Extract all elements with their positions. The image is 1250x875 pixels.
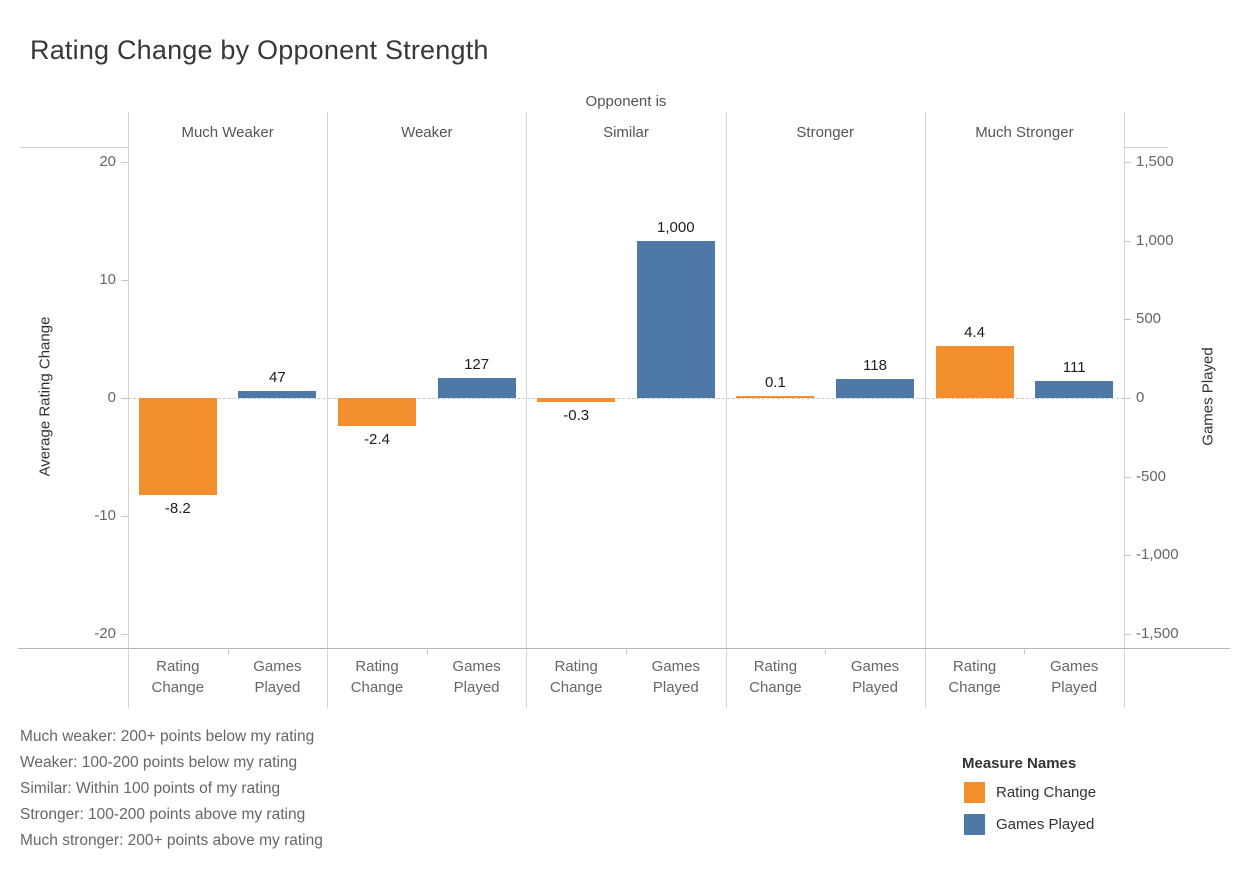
bar-value-label: 111 (1062, 358, 1086, 376)
x-tick-label-rating-change: Rating Change (151, 658, 205, 696)
bar-value-label: 127 (464, 356, 490, 374)
left-axis-tick-label: 10 (99, 271, 116, 289)
bar-value-label: -2.4 (364, 431, 390, 449)
bar-rating-change-much-stronger[interactable] (935, 346, 1014, 398)
x-tick-label-rating-change: Rating Change (549, 658, 603, 696)
legend-items: Rating Change Games Played (964, 782, 1162, 852)
left-axis-tickmark (121, 633, 128, 635)
footnote-line: Similar: Within 100 points of my rating (20, 780, 281, 797)
chart-title: Rating Change by Opponent Strength (30, 35, 489, 65)
left-axis-tickmark (121, 515, 128, 517)
footnote-line: Much weaker: 200+ points below my rating (20, 728, 315, 745)
bar-value-label: 4.4 (964, 324, 986, 342)
bottom-mid-tickmark (626, 648, 627, 654)
right-axis-tick-label: 1,500 (1136, 153, 1174, 171)
x-tick-label-games-played: Games Played (452, 658, 501, 696)
x-tick-label-rating-change: Rating Change (350, 658, 404, 696)
right-axis-tick-label: -1,500 (1136, 624, 1179, 642)
bottom-mid-tickmark (825, 648, 827, 654)
left-axis-tick-label: 0 (107, 389, 116, 406)
left-axis-tick-label: -10 (94, 506, 116, 524)
right-axis-tickmark (1124, 633, 1131, 635)
right-axis-tickmark (1124, 319, 1131, 321)
legend-swatch-icon (964, 782, 985, 803)
right-axis-tick-label: -1,000 (1136, 546, 1179, 564)
x-tick-label-games-played: Games Played (651, 658, 700, 696)
right-axis-tickmark (1124, 555, 1131, 557)
header-rule-left (20, 147, 128, 148)
right-axis-tickmark (1124, 240, 1131, 242)
header-rule-right (1124, 147, 1168, 148)
panel-header-much-stronger: Much Stronger (975, 124, 1074, 141)
right-axis-tick-label: 500 (1136, 310, 1162, 328)
bar-value-label: 47 (269, 368, 286, 386)
bar-value-label: 0.1 (764, 374, 786, 391)
right-axis-tickmark (1124, 476, 1131, 478)
bar-rating-change-weaker[interactable] (338, 398, 416, 427)
panel-header-stronger: Stronger (796, 124, 854, 141)
legend-item-games-played[interactable]: Games Played (964, 814, 1154, 836)
x-tick-label-games-played: Games Played (253, 658, 302, 696)
right-axis-tick-label: -500 (1136, 467, 1167, 485)
x-tick-label-games-played: Games Played (850, 658, 900, 696)
legend: Measure Names Rating Change Games Played (962, 755, 1162, 855)
right-axis-line (1124, 112, 1125, 708)
panel-header-similar: Similar (603, 124, 649, 141)
left-axis-line (128, 112, 129, 708)
bottom-mid-tickmark (1024, 648, 1026, 654)
right-axis-tickmark (1124, 398, 1131, 399)
legend-item-label: Games Played (996, 816, 1095, 833)
footnote-line: Much stronger: 200+ points above my rati… (20, 832, 323, 849)
panel-header-weaker: Weaker (401, 124, 453, 141)
bar-value-label: -0.3 (563, 406, 590, 424)
panel-divider (924, 112, 926, 708)
facet-header-label: Opponent is (585, 93, 667, 110)
left-axis-tick-label: -20 (94, 624, 116, 642)
right-axis-title: Games Played (1199, 347, 1217, 446)
bar-value-label: -8.2 (164, 499, 191, 517)
legend-item-rating-change[interactable]: Rating Change (964, 782, 1154, 804)
x-tick-label-rating-change: Rating Change (948, 658, 1001, 696)
bottom-mid-tickmark (227, 648, 229, 654)
zero-gridline (128, 398, 1124, 399)
bar-rating-change-stronger[interactable] (736, 396, 815, 398)
bar-games-played-stronger[interactable] (836, 379, 914, 398)
x-tick-label-rating-change: Rating Change (749, 658, 802, 696)
legend-swatch-icon (964, 814, 985, 835)
panel-header-much-weaker: Much Weaker (181, 124, 274, 141)
right-axis-tickmark (1124, 162, 1131, 164)
bar-rating-change-much-weaker[interactable] (138, 398, 217, 495)
left-axis-tick-label: 20 (99, 153, 116, 171)
footnotes-block: Much weaker: 200+ points below my rating… (20, 724, 323, 854)
bottom-mid-tickmark (426, 648, 428, 654)
footnote-line: Stronger: 100-200 points above my rating (20, 806, 306, 823)
panel-divider (327, 112, 329, 708)
left-axis-tickmark (121, 280, 128, 282)
right-axis-tick-label: 0 (1136, 389, 1145, 406)
bar-games-played-much-weaker[interactable] (238, 390, 317, 398)
bar-games-played-much-stronger[interactable] (1035, 380, 1114, 398)
left-axis-tickmark (121, 398, 128, 399)
bottom-axis-rule (18, 648, 1230, 649)
left-axis-tickmark (121, 162, 128, 164)
x-tick-label-games-played: Games Played (1050, 658, 1099, 696)
legend-item-label: Rating Change (996, 784, 1097, 801)
left-axis-title: Average Rating Change (36, 316, 54, 477)
panel-divider (725, 112, 727, 708)
legend-title: Measure Names (962, 755, 1077, 772)
bar-games-played-similar[interactable] (636, 240, 715, 398)
panel-divider (526, 112, 528, 708)
right-axis-tick-label: 1,000 (1136, 231, 1174, 249)
bar-rating-change-similar[interactable] (537, 398, 616, 402)
bar-value-label: 1,000 (657, 218, 695, 236)
bar-value-label: 118 (863, 357, 887, 375)
footnote-line: Weaker: 100-200 points below my rating (20, 754, 298, 771)
bar-games-played-weaker[interactable] (437, 378, 516, 398)
